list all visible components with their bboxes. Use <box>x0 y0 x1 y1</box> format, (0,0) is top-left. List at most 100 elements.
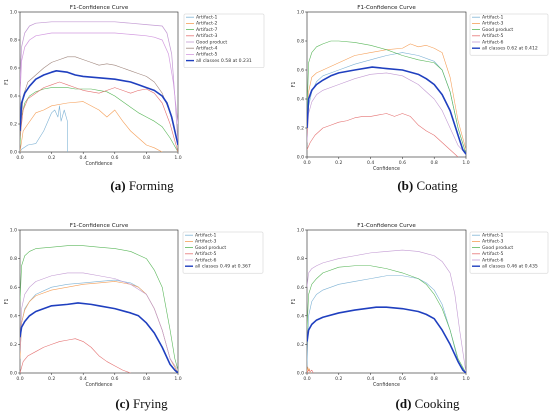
y-tick-label: 0.0 <box>10 150 17 156</box>
legend-box <box>469 231 549 274</box>
y-tick-label: 0.8 <box>297 256 304 262</box>
panel-caption-label: (d) <box>396 396 412 411</box>
series-line-artifact-1 <box>307 275 466 373</box>
y-tick-label: 0.6 <box>297 285 304 291</box>
series-line-artifact-3 <box>307 43 466 150</box>
x-tick-label: 0.8 <box>143 155 150 161</box>
x-tick-label: 1.0 <box>174 155 181 161</box>
x-tick-label: 0.0 <box>303 160 310 166</box>
series-line-all-classes-0-62-at-0-412 <box>307 66 466 155</box>
legend-label: Artifact-1 <box>195 233 217 239</box>
series-line-artifact-5 <box>307 369 314 373</box>
series-line-all-classes-0-49-at-0-367 <box>20 302 178 373</box>
legend-label: all classes 0.46 at 0.435 <box>482 264 538 270</box>
legend-box <box>182 231 264 274</box>
series-line-good-product <box>307 40 466 155</box>
y-tick-label: 1.0 <box>10 10 17 16</box>
series-line-all-classes-0-58-at-0-231 <box>20 70 178 146</box>
plot-frame <box>306 11 467 158</box>
x-tick-label: 0.2 <box>335 160 342 166</box>
y-tick-label: 0.6 <box>10 66 17 72</box>
series-line-artifact-3 <box>20 281 178 373</box>
panel-caption-text: Coating <box>413 178 458 193</box>
legend-label: Artifact-2 <box>196 21 218 27</box>
panel-caption: (d) Cooking <box>396 396 460 411</box>
legend-label: all classes 0.49 at 0.367 <box>195 264 251 270</box>
panel-caption-label: (a) <box>110 178 125 193</box>
series-line-all-classes-0-46-at-0-435 <box>307 306 466 373</box>
y-tick-label: 0.4 <box>10 313 17 319</box>
x-tick-label: 0.0 <box>16 376 23 382</box>
chart-title: F1-Confidence Curve <box>357 223 416 229</box>
series-line-good-product <box>307 265 466 373</box>
y-tick-label: 0.2 <box>10 342 17 348</box>
legend-label: Artifact-5 <box>195 251 217 257</box>
panel-caption-label: (c) <box>115 396 129 411</box>
panel-cooking: F1-Confidence Curve 0.0 0.2 0.4 0.6 0.8 1.0 0.0… <box>291 223 549 411</box>
legend-label: Artifact-6 <box>482 39 504 45</box>
y-tick-label: 0.8 <box>10 256 17 262</box>
series-line-artifact-1 <box>20 279 178 373</box>
legend-label: Artifact-6 <box>482 257 504 263</box>
legend-label: Artifact-3 <box>482 21 504 27</box>
y-axis-label: F1 <box>4 299 10 305</box>
x-tick-label: 0.8 <box>431 376 438 382</box>
legend-box <box>183 13 265 68</box>
x-tick-label: 0.4 <box>80 376 87 382</box>
legend-label: Artifact-3 <box>195 239 217 245</box>
plot-frame <box>306 229 467 374</box>
legend-label: Artifact-5 <box>196 52 218 58</box>
x-tick-label: 0.6 <box>399 160 406 166</box>
plot-frame <box>19 229 179 374</box>
x-tick-label: 0.4 <box>80 155 87 161</box>
legend-label: Good product <box>196 39 227 45</box>
x-tick-label: 0.6 <box>111 155 118 161</box>
y-tick-label: 0.0 <box>297 155 304 161</box>
series-line-artifact-2 <box>20 101 163 152</box>
series-line-good-product <box>20 21 178 146</box>
x-tick-label: 0.4 <box>367 160 374 166</box>
series-line-artifact-7 <box>20 87 178 152</box>
legend-label: Artifact-3 <box>196 33 218 39</box>
panel-caption-text: Frying <box>130 396 168 411</box>
x-tick-label: 0.6 <box>399 376 406 382</box>
panel-caption-text: Cooking <box>411 396 460 411</box>
legend-label: all classes 0.58 at 0.231 <box>196 58 252 64</box>
chart-title: F1-Confidence Curve <box>70 223 129 229</box>
x-tick-label: 0.2 <box>48 155 55 161</box>
series-line-artifact-3 <box>20 81 178 152</box>
legend-label: Artifact-4 <box>196 46 218 52</box>
y-tick-label: 0.4 <box>10 94 17 100</box>
series-line-artifact-5 <box>20 32 178 125</box>
x-axis-label: Confidence <box>373 166 400 172</box>
panel-caption: (b) Coating <box>397 178 458 193</box>
y-tick-label: 0.8 <box>10 38 17 44</box>
series-line-artifact-6 <box>20 272 178 371</box>
series-line-good-product <box>20 245 178 371</box>
legend-label: Artifact-1 <box>482 15 504 21</box>
legend-label: Artifact-1 <box>482 233 504 239</box>
panel-forming: F1-Confidence Curve 0.0 0.2 0.4 0.6 0.8 1.0 0.0… <box>4 5 265 193</box>
y-tick-label: 1.0 <box>10 228 17 234</box>
legend-label: Good product <box>482 27 513 33</box>
y-tick-label: 0.0 <box>10 371 17 377</box>
x-tick-label: 0.0 <box>16 155 23 161</box>
chart-title: F1-Confidence Curve <box>357 5 416 11</box>
legend-box <box>469 13 549 56</box>
y-tick-label: 0.6 <box>10 285 17 291</box>
y-tick-label: 0.2 <box>297 342 304 348</box>
x-tick-label: 1.0 <box>174 376 181 382</box>
series-line-artifact-6 <box>307 72 466 155</box>
x-tick-label: 0.2 <box>48 376 55 382</box>
y-tick-label: 1.0 <box>297 10 304 16</box>
y-tick-label: 0.2 <box>297 126 304 132</box>
x-axis-label: Confidence <box>86 382 113 388</box>
y-axis-label: F1 <box>291 82 297 88</box>
panel-caption-text: Forming <box>126 178 175 193</box>
legend-label: Artifact-6 <box>195 257 217 263</box>
x-axis-label: Confidence <box>86 161 113 167</box>
series-line-artifact-4 <box>20 56 178 146</box>
y-tick-label: 1.0 <box>297 228 304 234</box>
legend-label: Good product <box>195 245 226 251</box>
